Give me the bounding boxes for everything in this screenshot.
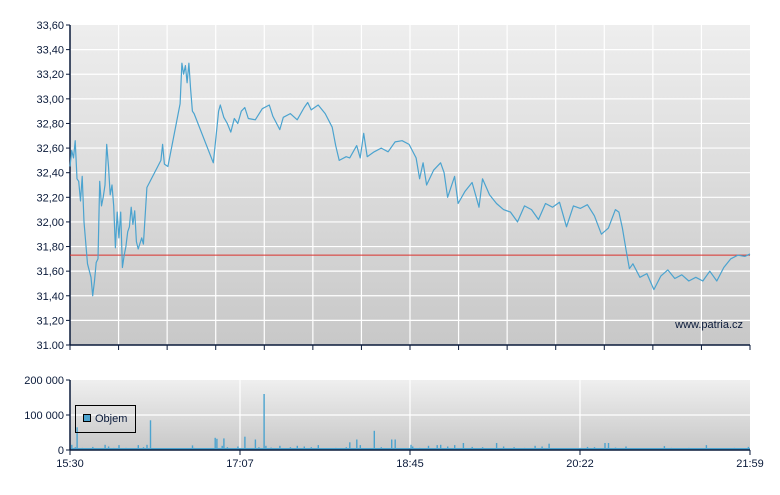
legend-box — [75, 405, 136, 433]
volume-bar — [604, 443, 606, 450]
volume-bar — [223, 438, 225, 450]
volume-bar — [76, 427, 78, 451]
y-tick-label: 200 000 — [24, 375, 64, 387]
volume-bar — [394, 439, 396, 450]
y-tick-label: 33,20 — [36, 69, 64, 81]
legend-swatch-icon — [83, 414, 91, 422]
price-gridlines — [70, 25, 750, 345]
volume-x-axis: 15:30 17:07 18:45 20:22 21:59 — [56, 449, 764, 470]
volume-bar — [214, 437, 216, 451]
y-tick-label: 33,00 — [36, 94, 64, 106]
volume-bar — [349, 442, 351, 450]
price-y-axis: 33,60 33,40 33,20 33,00 32,80 32,60 32,40 32,20… — [36, 20, 71, 352]
y-tick-label: 32,80 — [36, 118, 64, 130]
volume-bar — [373, 430, 375, 451]
watermark: www.patria.cz — [674, 319, 743, 331]
price-line — [69, 62, 751, 297]
volume-bar — [462, 443, 465, 450]
x-tick-label: 21:59 — [736, 458, 764, 470]
volume-bar — [356, 439, 358, 450]
volume-bar — [254, 439, 257, 450]
volume-baseline — [70, 448, 750, 450]
y-tick-label: 31,20 — [36, 315, 64, 327]
price-chart: 33,60 33,40 33,20 33,00 32,80 32,60 32,40 32,20… — [36, 20, 751, 352]
x-tick-label: 17:07 — [226, 458, 254, 470]
volume-bar — [149, 420, 152, 451]
y-tick-label: 31,80 — [36, 242, 64, 254]
x-tick-label: 15:30 — [56, 458, 84, 470]
x-tick-label: 18:45 — [396, 458, 424, 470]
price-x-ticks — [69, 344, 751, 350]
volume-bar — [440, 444, 442, 451]
volume-gridlines — [70, 380, 750, 450]
volume-bar — [265, 445, 267, 450]
volume-bar — [296, 445, 298, 450]
y-tick-label: 32,00 — [36, 217, 64, 229]
y-tick-label: 31,60 — [36, 266, 64, 278]
volume-bar — [359, 445, 361, 450]
volume-bar — [705, 445, 708, 450]
volume-bar — [495, 443, 498, 450]
volume-bar — [454, 445, 456, 450]
legend: Objem — [75, 405, 136, 433]
volume-bar — [534, 445, 536, 450]
volume-bar — [607, 443, 610, 450]
y-tick-label: 31.00 — [36, 340, 64, 352]
legend-label: Objem — [95, 413, 127, 425]
volume-bar — [146, 444, 148, 451]
volume-bar — [104, 444, 106, 451]
volume-bar — [548, 443, 550, 450]
y-tick-label: 33,40 — [36, 45, 64, 57]
volume-bar — [279, 445, 281, 450]
y-tick-label: 31,40 — [36, 291, 64, 303]
volume-bar — [436, 445, 438, 450]
x-tick-label: 20:22 — [566, 458, 594, 470]
volume-bar — [216, 438, 218, 450]
volume-bar — [71, 444, 73, 451]
volume-bar — [137, 445, 139, 450]
y-tick-label: 33,60 — [36, 20, 64, 32]
volume-bar — [410, 444, 412, 451]
y-tick-label: 32,20 — [36, 192, 64, 204]
y-tick-label: 32,40 — [36, 168, 64, 180]
volume-bar — [191, 445, 194, 450]
volume-bar — [118, 445, 120, 450]
volume-bar — [427, 445, 430, 450]
volume-bar — [221, 445, 223, 450]
y-tick-label: 32,60 — [36, 143, 64, 155]
volume-bar — [244, 436, 246, 450]
volume-bar — [391, 439, 393, 450]
volume-bar — [317, 445, 319, 450]
y-tick-label: 0 — [58, 445, 64, 457]
y-tick-label: 100 000 — [24, 410, 64, 422]
volume-y-axis: 200 000 100 000 0 — [24, 375, 71, 457]
volume-bar — [263, 394, 265, 450]
volume-chart: 200 000 100 000 0 15:30 17:07 18:45 20:22 21:5… — [24, 375, 764, 470]
